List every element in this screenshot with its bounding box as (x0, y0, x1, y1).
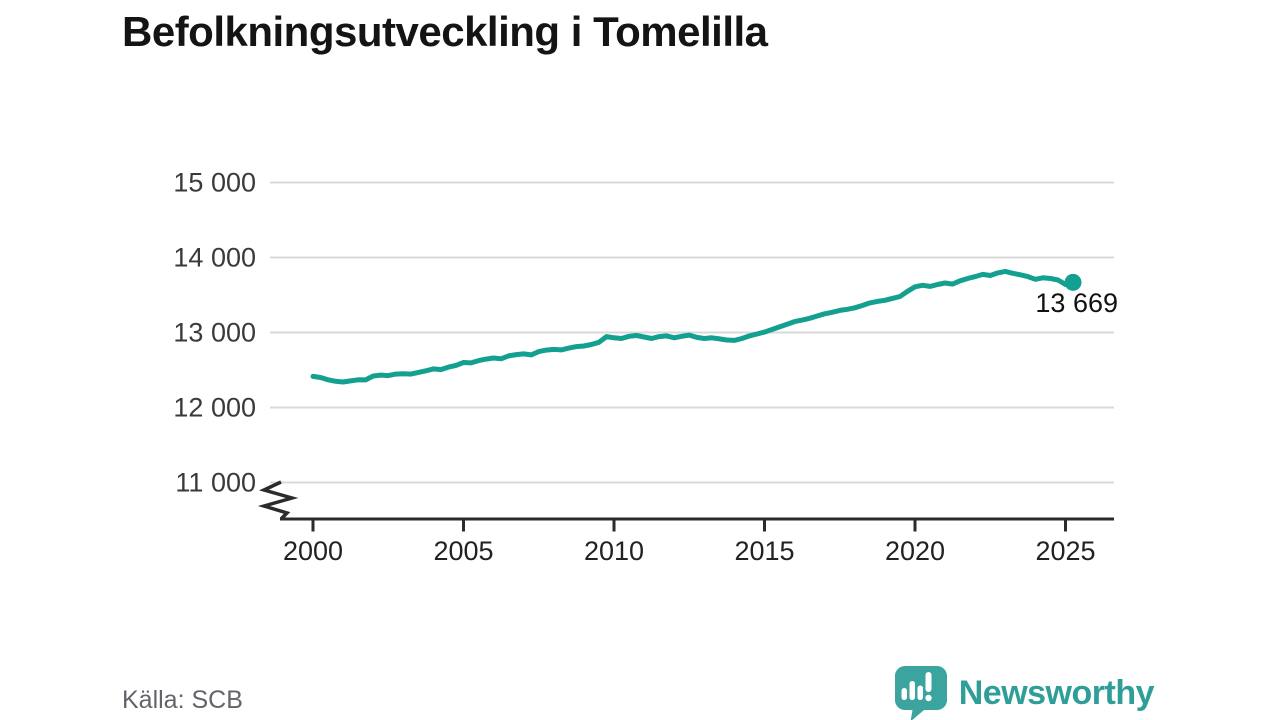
x-axis-label: 2005 (433, 536, 493, 566)
newsworthy-speech-bubble-bar-chart-icon (894, 666, 947, 720)
y-axis-label: 11 000 (175, 468, 256, 498)
y-axis-label: 12 000 (173, 393, 256, 423)
source-note: Källa: SCB (122, 686, 243, 714)
x-axis-label: 2015 (734, 536, 794, 566)
x-axis-label: 2010 (584, 536, 644, 566)
y-axis-label: 15 000 (173, 168, 256, 198)
x-axis-label: 2025 (1035, 536, 1095, 566)
y-axis-label: 14 000 (173, 243, 256, 273)
population-line (310, 268, 1076, 385)
last-point-dot (1064, 273, 1082, 291)
page-title: Befolkningsutveckling i Tomelilla (122, 8, 768, 55)
population-chart: 11 000 12 000 13 000 14 000 15 000 2000 2005 20… (173, 168, 1118, 567)
newsworthy-logo: Newsworthy (894, 664, 1155, 720)
x-axis-label: 2000 (283, 536, 343, 566)
newsworthy-logo-text: Newsworthy (958, 673, 1155, 712)
axis-break-icon (257, 480, 299, 521)
x-axis-label: 2020 (885, 536, 945, 566)
y-axis-label: 13 000 (173, 318, 256, 348)
last-value-label: 13 669 (1035, 288, 1118, 318)
